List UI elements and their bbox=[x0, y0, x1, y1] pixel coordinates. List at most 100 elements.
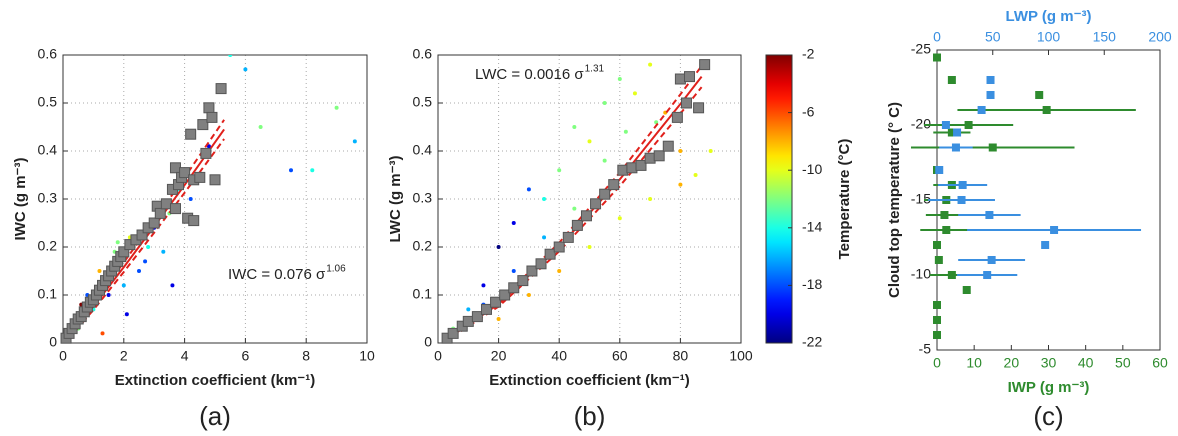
scatter-point bbox=[617, 216, 622, 221]
marker bbox=[935, 166, 944, 174]
scatter-point bbox=[496, 245, 501, 249]
scatter-point bbox=[228, 55, 233, 57]
bin-mean bbox=[526, 265, 538, 277]
scatter-point bbox=[511, 221, 516, 225]
panel-label: (c) bbox=[1033, 401, 1063, 431]
bin-mean bbox=[118, 246, 130, 258]
bin-mean bbox=[699, 59, 711, 71]
y-tick-label: 0.2 bbox=[38, 238, 58, 254]
y-axis-label: LWC (g m⁻³) bbox=[387, 155, 404, 242]
scatter-point bbox=[632, 91, 637, 96]
bin-mean bbox=[553, 241, 565, 253]
marker bbox=[934, 256, 943, 264]
scatter-point bbox=[146, 245, 151, 249]
x2-tick-label: 200 bbox=[1148, 29, 1172, 45]
scatter-point bbox=[289, 168, 293, 173]
bin-mean bbox=[617, 164, 629, 176]
y-axis-label: Cloud top temperature (° C) bbox=[886, 102, 903, 298]
x-tick-label: 60 bbox=[1152, 355, 1168, 371]
bin-mean bbox=[653, 150, 665, 162]
marker bbox=[933, 301, 941, 309]
bin-mean bbox=[562, 231, 574, 243]
bin-mean bbox=[194, 171, 206, 183]
bin-mean bbox=[188, 215, 200, 227]
marker bbox=[1050, 226, 1059, 234]
x-tick-label: 80 bbox=[673, 348, 689, 364]
bin-mean bbox=[608, 179, 620, 191]
equation-exponent: 1.06 bbox=[326, 264, 346, 275]
marker bbox=[940, 211, 949, 219]
bin-mean bbox=[626, 162, 638, 174]
x-tick-label: 30 bbox=[1041, 355, 1057, 371]
marker bbox=[947, 128, 956, 137]
scatter-point bbox=[143, 259, 148, 264]
y-tick-label: 0.2 bbox=[413, 238, 433, 254]
marker bbox=[933, 316, 941, 324]
marker bbox=[953, 128, 962, 137]
x-tick-label: 2 bbox=[120, 348, 128, 364]
bin-mean bbox=[508, 282, 520, 294]
bin-mean bbox=[169, 162, 181, 174]
marker bbox=[1035, 91, 1044, 99]
y-tick-label: 0.3 bbox=[413, 190, 433, 206]
scatter-point bbox=[310, 168, 315, 173]
marker bbox=[1041, 241, 1050, 249]
scatter-point bbox=[708, 149, 713, 153]
bin-mean bbox=[599, 188, 611, 200]
bin-mean bbox=[185, 128, 197, 140]
x-axis-label: IWP (g m⁻³) bbox=[1008, 379, 1090, 396]
scatter-point bbox=[526, 187, 531, 192]
y-tick-label: 0.6 bbox=[38, 46, 58, 62]
x2-axis-label: LWP (g m⁻³) bbox=[1006, 8, 1092, 25]
bin-mean bbox=[471, 311, 483, 323]
bin-mean bbox=[683, 71, 695, 83]
marker bbox=[933, 53, 941, 62]
marker bbox=[947, 271, 956, 279]
scatter-point bbox=[617, 77, 622, 81]
x2-tick-label: 50 bbox=[985, 29, 1001, 45]
x-tick-label: 40 bbox=[1078, 355, 1094, 371]
y-tick-label: 0.4 bbox=[413, 142, 433, 158]
bin-mean bbox=[662, 140, 674, 152]
equation: LWC = 0.0016 σ bbox=[475, 66, 584, 83]
bin-mean bbox=[580, 210, 592, 222]
scatter-point bbox=[511, 269, 516, 273]
scatter-point bbox=[587, 139, 592, 144]
bin-mean bbox=[200, 147, 212, 159]
y-tick-label: -10 bbox=[911, 266, 931, 282]
marker bbox=[941, 121, 950, 129]
bin-mean bbox=[215, 83, 227, 95]
x-tick-label: 20 bbox=[1004, 355, 1020, 371]
fit-line bbox=[443, 65, 703, 341]
y-tick-label: -5 bbox=[919, 341, 932, 357]
marker bbox=[933, 331, 941, 339]
y-tick-label: 0.5 bbox=[38, 94, 58, 110]
bin-mean bbox=[590, 198, 602, 210]
y-tick-label: 0.1 bbox=[413, 286, 433, 302]
y-tick-label: -20 bbox=[911, 116, 931, 132]
scatter-point bbox=[206, 144, 211, 149]
scatter-point bbox=[693, 173, 698, 177]
bin-mean bbox=[680, 97, 692, 109]
colorbar bbox=[765, 54, 793, 344]
marker bbox=[947, 76, 956, 84]
marker bbox=[988, 143, 997, 152]
scatter-point bbox=[542, 235, 547, 240]
scatter-point bbox=[496, 317, 501, 321]
colorbar-label: Temperature (°C) bbox=[836, 139, 853, 260]
y-tick-label: 0.4 bbox=[38, 142, 58, 158]
marker bbox=[933, 241, 941, 249]
scatter-point bbox=[97, 269, 102, 273]
x-tick-label: 100 bbox=[729, 348, 753, 364]
bin-mean bbox=[671, 111, 683, 123]
marker bbox=[962, 286, 971, 294]
x-axis-label: Extinction coefficient (km⁻¹) bbox=[115, 372, 315, 389]
scatter-point bbox=[161, 249, 166, 254]
bin-mean bbox=[462, 315, 474, 327]
scatter-point bbox=[602, 158, 607, 163]
marker bbox=[983, 271, 992, 279]
plot-area bbox=[443, 62, 713, 343]
colorbar-tick-label: -22 bbox=[802, 334, 822, 350]
scatter-point bbox=[258, 125, 263, 129]
marker bbox=[977, 106, 986, 114]
